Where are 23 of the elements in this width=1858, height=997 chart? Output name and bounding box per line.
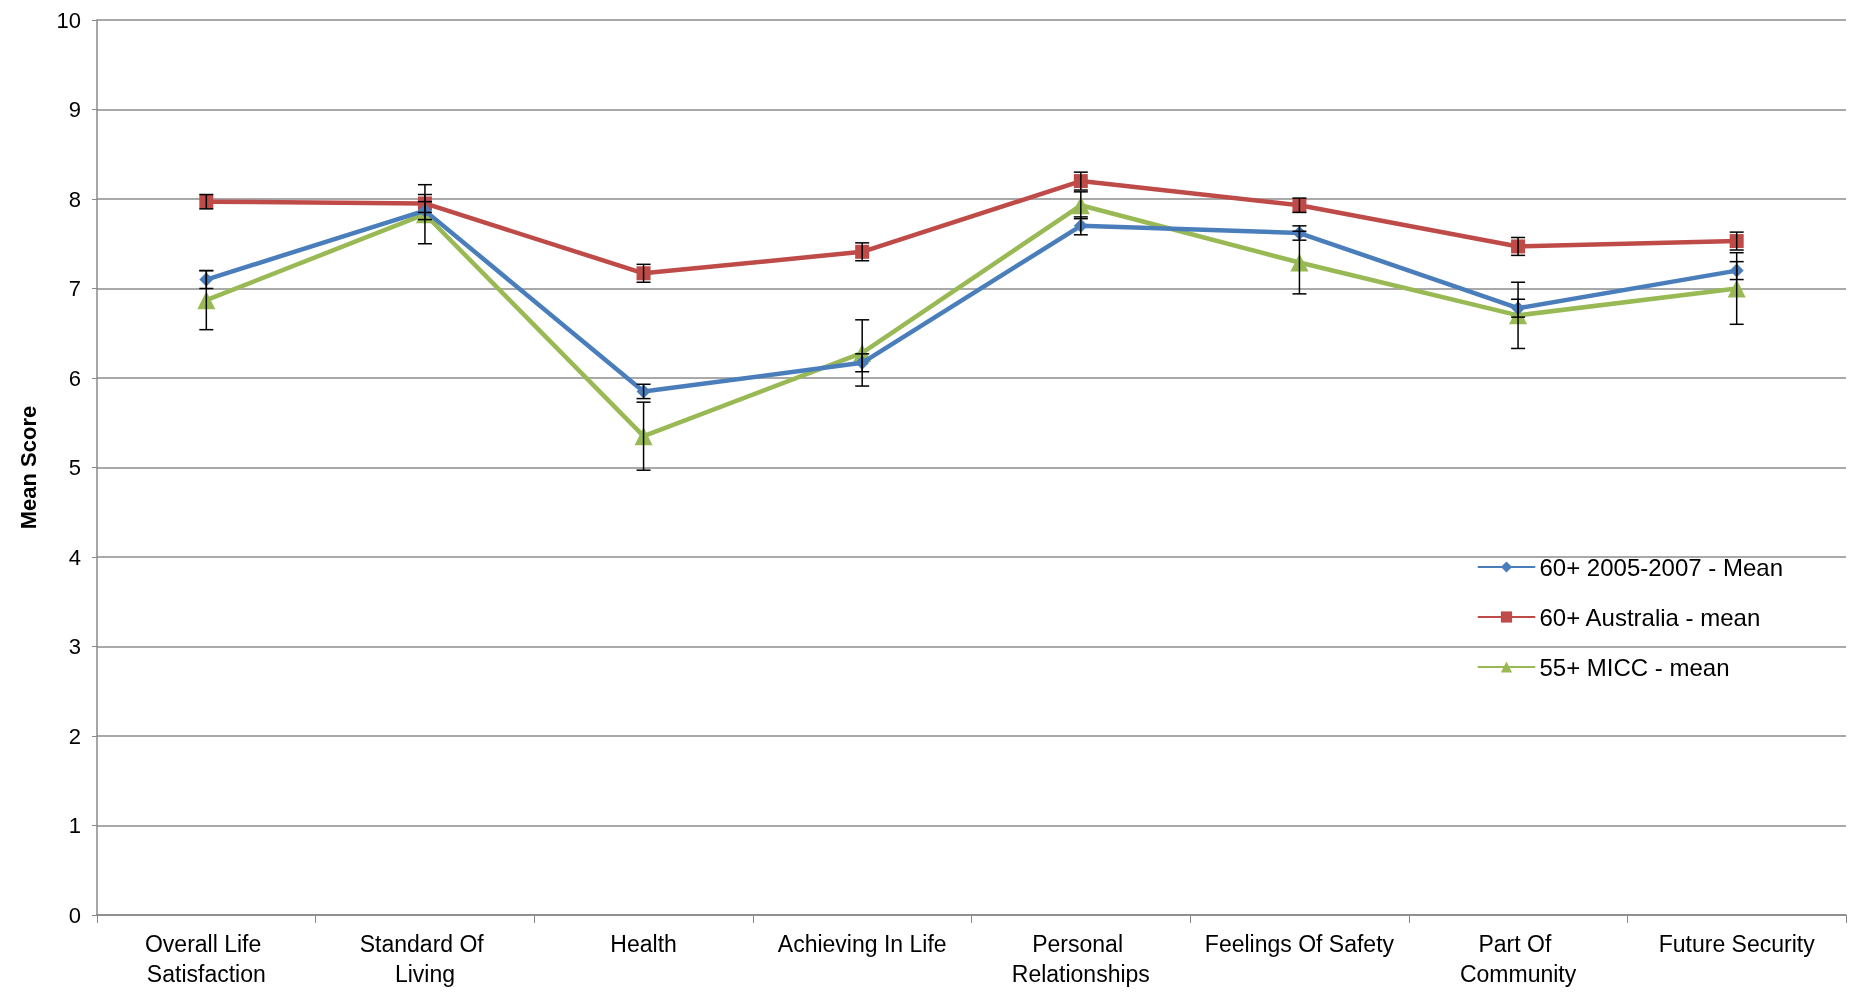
legend-label: 60+ 2005-2007 - Mean [1539, 553, 1783, 581]
x-tick-label: Health [610, 931, 677, 957]
y-tick-label: 5 [68, 455, 81, 480]
x-tick-label: Feelings Of Safety [1204, 931, 1395, 957]
x-tick-label: Achieving In Life [777, 931, 947, 957]
x-tick-label: Overall Life Satisfaction [144, 931, 268, 987]
y-tick-label: 9 [68, 97, 81, 122]
y-tick-label: 8 [68, 186, 81, 212]
y-axis-title: Mean Score [15, 405, 41, 530]
x-tick-label: Part Of Community [1459, 931, 1577, 987]
legend-label: 55+ MICC - mean [1539, 653, 1730, 681]
x-tick-label: Standard Of Living [359, 931, 491, 987]
y-tick-label: 1 [68, 813, 81, 838]
y-tick-label: 10 [56, 7, 81, 33]
y-tick-label: 7 [68, 276, 81, 301]
x-tick-label: Future Security [1658, 931, 1816, 957]
y-tick-label: 4 [68, 544, 81, 570]
y-tick-label: 2 [68, 723, 81, 749]
y-tick-label: 6 [68, 365, 81, 391]
y-tick-label: 3 [68, 634, 81, 659]
y-tick-label: 0 [68, 902, 81, 928]
x-tick-label: Personal Relationships [1011, 931, 1150, 987]
legend-label: 60+ Australia - mean [1539, 603, 1761, 631]
